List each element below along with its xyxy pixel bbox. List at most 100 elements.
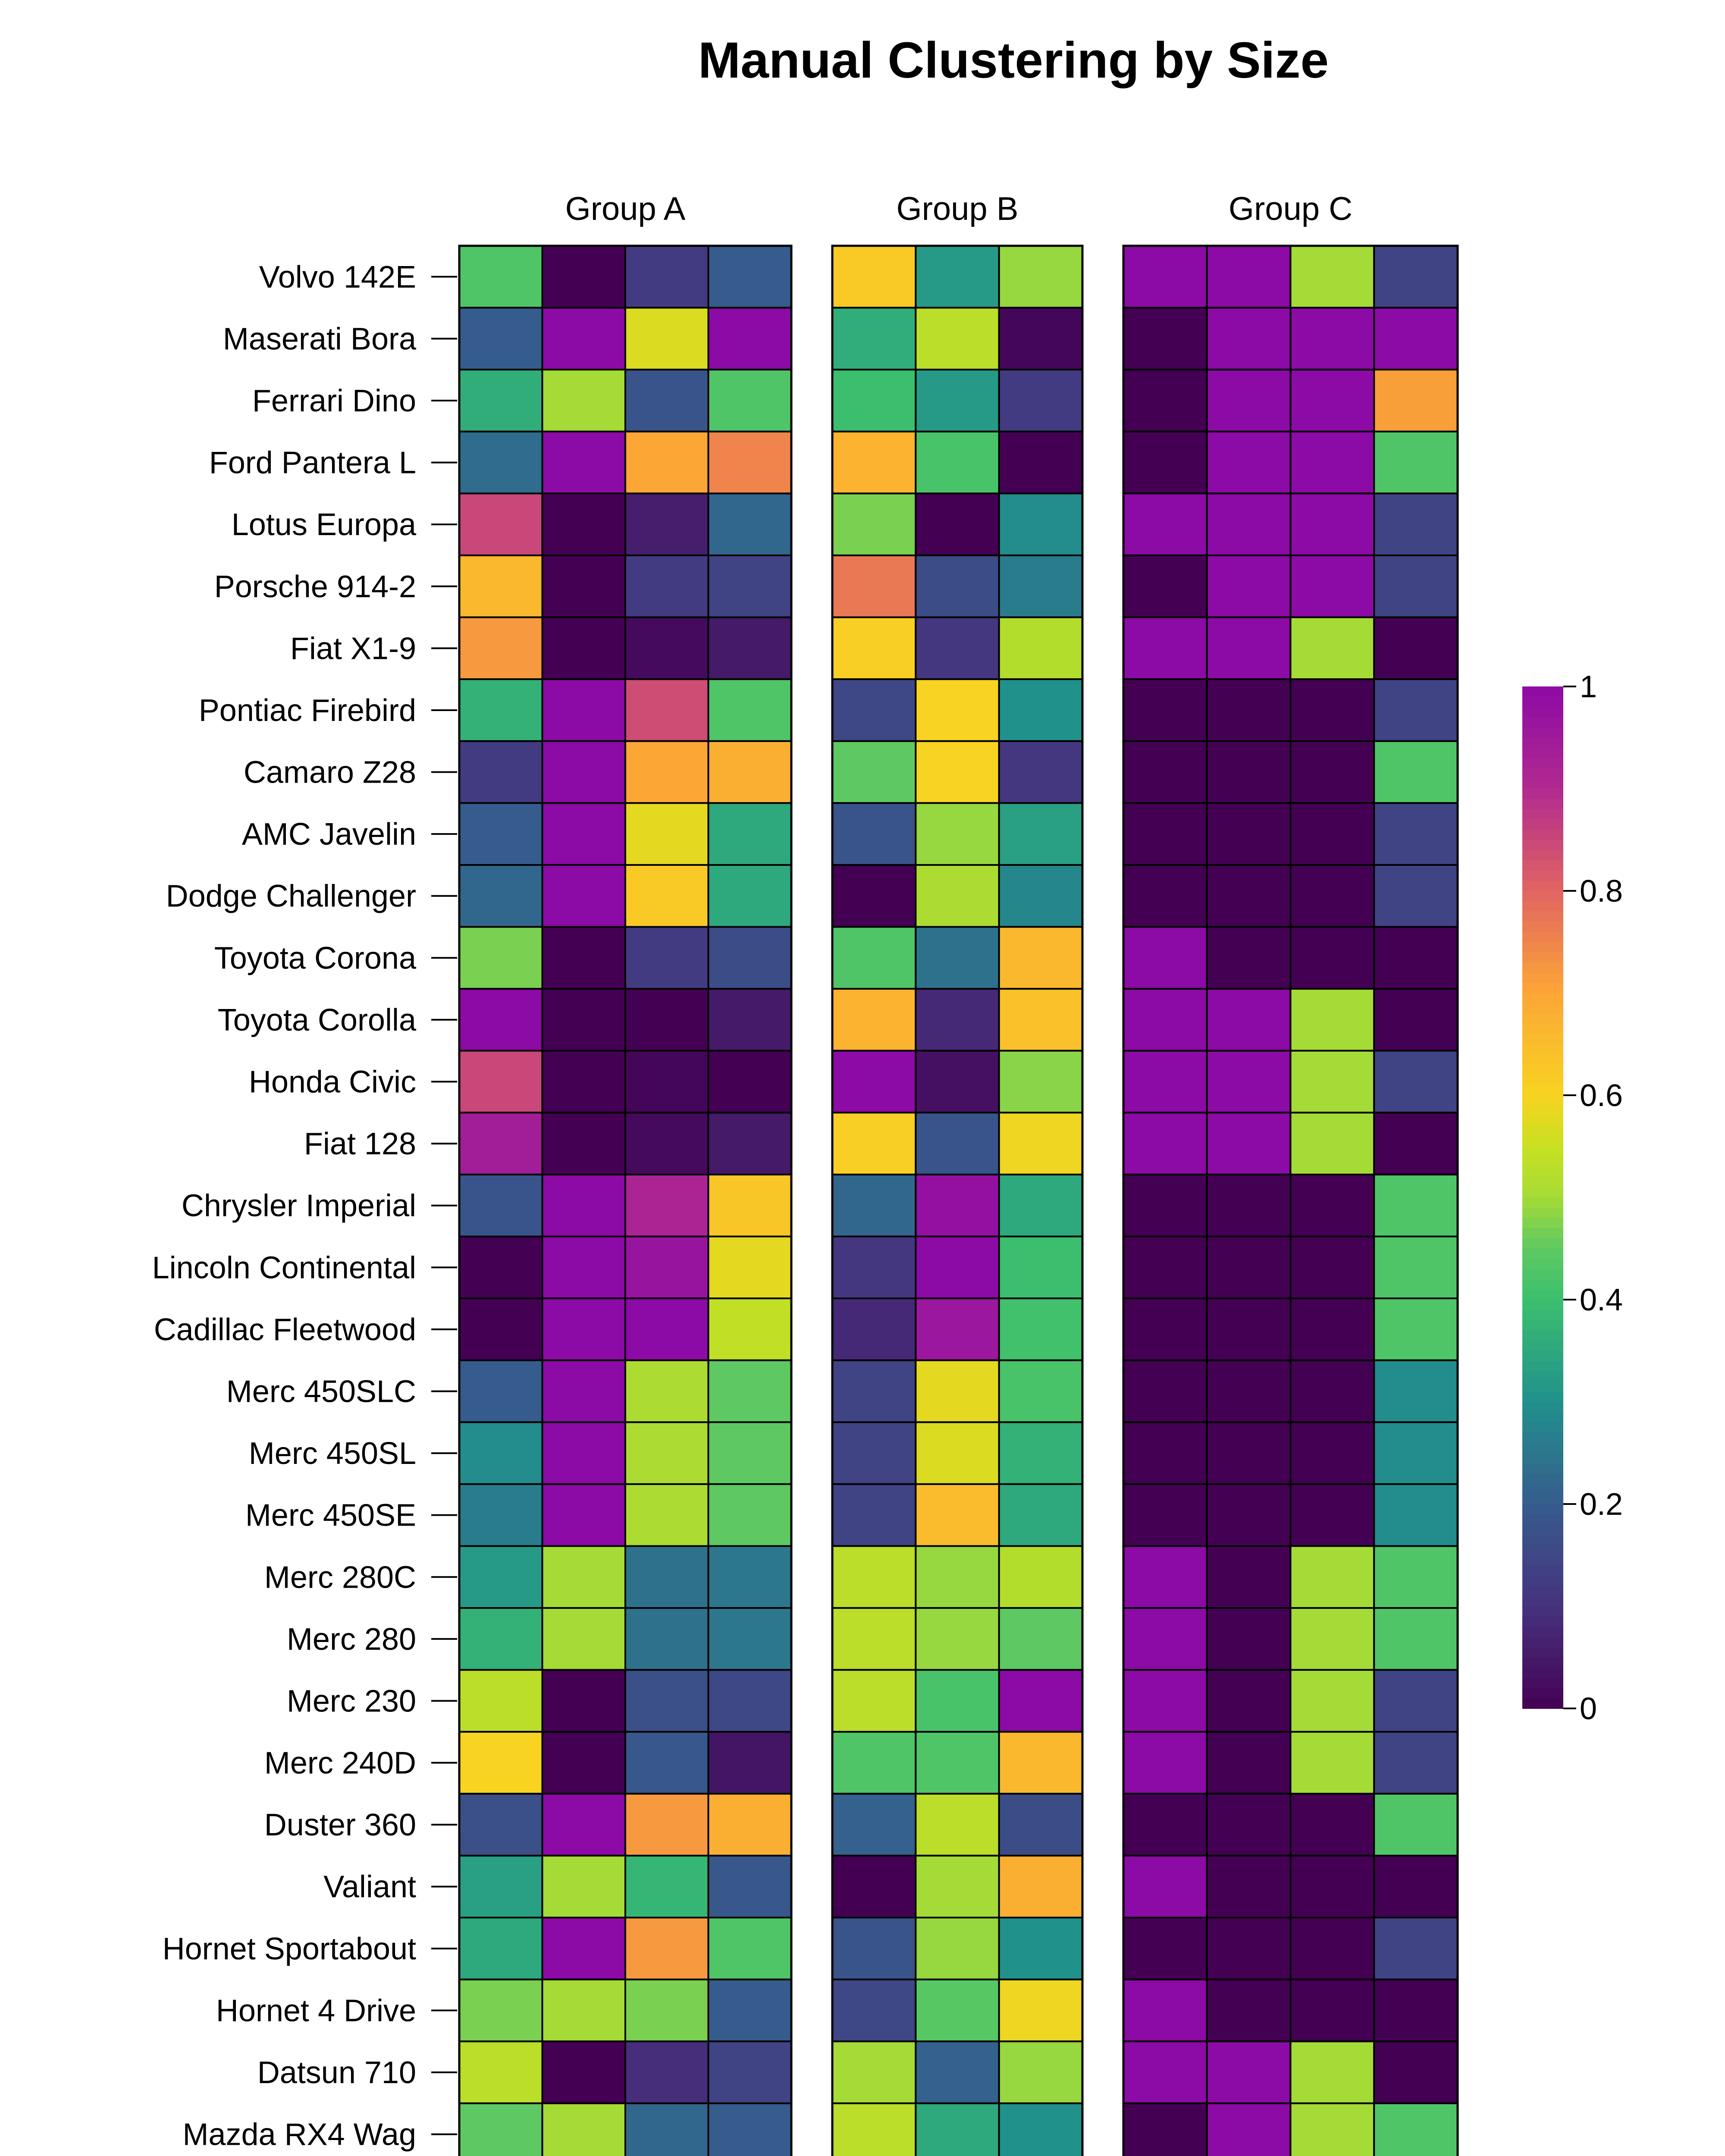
heatmap-cell — [831, 554, 917, 618]
heatmap-cell — [1373, 1792, 1458, 1857]
row-label: Lotus Europa — [232, 508, 417, 542]
heatmap-cell — [458, 2040, 543, 2104]
heatmap-cell — [1289, 1483, 1375, 1547]
colorbar-segment — [1522, 1238, 1563, 1249]
row-label: Honda Civic — [249, 1065, 416, 1100]
heatmap-cell — [831, 2102, 917, 2156]
colorbar-segment — [1522, 962, 1563, 973]
heatmap-cell — [831, 2040, 917, 2104]
heatmap-cell — [998, 1421, 1084, 1485]
colorbar-tick-label: 0.4 — [1580, 1283, 1623, 1317]
heatmap-cell — [458, 2102, 543, 2156]
heatmap-cell — [915, 1483, 1000, 1547]
heatmap-cell — [915, 430, 1000, 495]
colorbar-segment — [1522, 1391, 1563, 1402]
colorbar-tick-label: 0.2 — [1580, 1487, 1623, 1522]
heatmap-cell — [1123, 2102, 1208, 2156]
heatmap-cell — [1289, 1669, 1375, 1733]
heatmap-cell — [1123, 430, 1208, 495]
colorbar-segment — [1522, 748, 1563, 758]
colorbar-segment — [1522, 799, 1563, 810]
colorbar-segment — [1522, 1667, 1563, 1678]
row-label: Merc 450SLC — [226, 1374, 416, 1409]
heatmap-cell — [541, 802, 626, 866]
colorbar-segment — [1522, 1361, 1563, 1372]
colorbar-segment — [1522, 1504, 1563, 1515]
colorbar-segment — [1522, 829, 1563, 840]
heatmap-cell — [541, 1112, 626, 1175]
row-label: Merc 450SL — [249, 1436, 416, 1471]
heatmap-cell — [1206, 988, 1292, 1052]
heatmap-cell — [1206, 1607, 1292, 1671]
heatmap-cell — [1289, 2102, 1375, 2156]
heatmap-cell — [541, 616, 626, 680]
heatmap-cell — [1123, 1855, 1208, 1919]
heatmap-cell — [1123, 1359, 1208, 1423]
heatmap-cell — [458, 678, 543, 742]
heatmap-cell — [1206, 554, 1292, 618]
chart-title: Manual Clustering by Size — [698, 32, 1329, 89]
heatmap-cell — [541, 1792, 626, 1857]
heatmap-cell — [624, 988, 709, 1052]
heatmap-cell — [831, 369, 917, 432]
heatmap-cell — [1206, 1792, 1292, 1857]
heatmap-cell — [1123, 1978, 1208, 2043]
colorbar-segment — [1522, 1044, 1563, 1055]
colorbar-segment — [1522, 1698, 1563, 1709]
heatmap-cell — [998, 1792, 1084, 1857]
heatmap-cell — [1373, 245, 1458, 309]
heatmap-cell — [624, 1483, 709, 1547]
heatmap-cell — [458, 1112, 543, 1175]
colorbar-segment — [1522, 1177, 1563, 1188]
heatmap-cell — [541, 245, 626, 309]
colorbar-segment — [1522, 840, 1563, 851]
heatmap-cell — [1289, 1421, 1375, 1485]
colorbar-segment — [1522, 1677, 1563, 1689]
heatmap-cell — [707, 616, 792, 680]
colorbar-segment — [1522, 1453, 1563, 1464]
heatmap-cell — [915, 802, 1000, 866]
heatmap-cell — [998, 1112, 1084, 1175]
heatmap-cell — [458, 1483, 543, 1547]
heatmap-cell — [831, 864, 917, 928]
heatmap-cell — [541, 864, 626, 928]
colorbar: 0 0.2 0.4 0.6 0.8 1 — [1522, 670, 1623, 1726]
heatmap-cell — [915, 2040, 1000, 2104]
heatmap-cell — [1123, 678, 1208, 742]
heatmap-cell — [707, 2102, 792, 2156]
heatmap-cell — [458, 864, 543, 928]
heatmap-cell — [541, 1917, 626, 1981]
heatmap-cell — [458, 926, 543, 990]
heatmap-cell — [831, 1421, 917, 1485]
heatmap-cell — [541, 1978, 626, 2043]
heatmap-cell — [998, 369, 1084, 432]
heatmap-cell — [541, 1607, 626, 1671]
colorbar-segment — [1522, 1003, 1563, 1014]
heatmap-cell — [915, 1545, 1000, 1609]
heatmap-cell — [831, 1235, 917, 1300]
heatmap-cell — [1289, 802, 1375, 866]
heatmap-cell — [831, 1792, 917, 1857]
colorbar-segment — [1522, 1248, 1563, 1260]
colorbar-segment — [1522, 931, 1563, 943]
heatmap-cell — [915, 1917, 1000, 1981]
row-label: Hornet Sportabout — [163, 1932, 416, 1966]
row-label: Merc 240D — [264, 1746, 416, 1780]
colorbar-segment — [1522, 1586, 1563, 1597]
heatmap-cell — [998, 1359, 1084, 1423]
heatmap-cell — [1123, 1483, 1208, 1547]
heatmap-cell — [707, 740, 792, 804]
heatmap-cell — [624, 1545, 709, 1609]
heatmap-cell — [707, 554, 792, 618]
row-label: Toyota Corona — [214, 941, 417, 975]
heatmap-cell — [1289, 1731, 1375, 1795]
heatmap-cell — [1373, 1978, 1458, 2043]
heatmap-cell — [458, 740, 543, 804]
heatmap-cell — [1373, 678, 1458, 742]
colorbar-segment — [1522, 1555, 1563, 1566]
heatmap-cell — [707, 1855, 792, 1919]
heatmap-cell — [458, 1792, 543, 1857]
heatmap-cell — [915, 1855, 1000, 1919]
colorbar-segment — [1522, 1535, 1563, 1545]
